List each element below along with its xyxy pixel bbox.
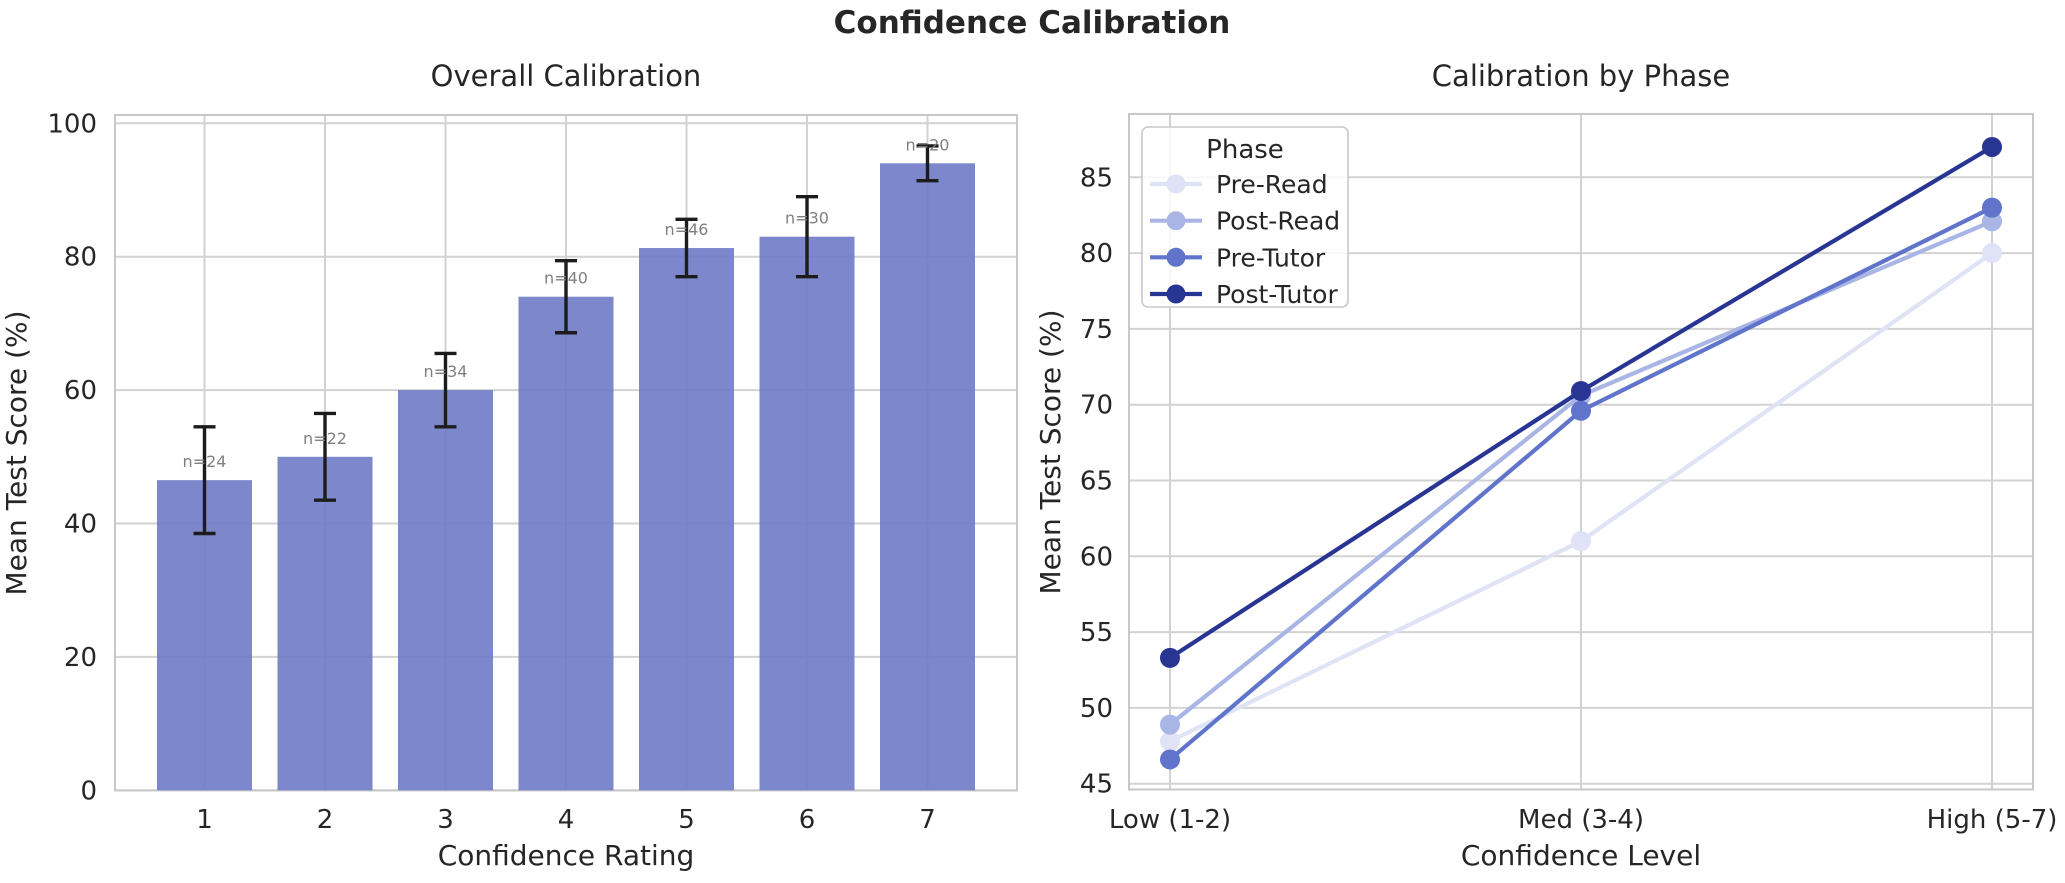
plot-border — [1128, 113, 2034, 791]
data-point-pre-read — [1160, 731, 1180, 752]
y-tick-label: 0 — [80, 776, 97, 806]
y-tick-label: 20 — [64, 643, 97, 673]
legend-title: Phase — [1206, 135, 1284, 165]
right-x-axis-label: Confidence Level — [1461, 839, 1701, 872]
sample-size-label: n=30 — [785, 209, 829, 228]
data-point-pre-tutor — [1982, 197, 2002, 218]
y-tick-label: 60 — [1080, 542, 1113, 572]
bar-confidence-5 — [639, 248, 734, 791]
left-x-axis-label: Confidence Rating — [438, 839, 695, 872]
y-tick-label: 40 — [64, 510, 97, 540]
y-tick-label: 65 — [1080, 467, 1113, 497]
x-tick-label: 3 — [437, 805, 454, 835]
bar-confidence-3 — [398, 390, 493, 791]
right-chart-title: Calibration by Phase — [1432, 59, 1730, 93]
legend-entry-label: Pre-Tutor — [1216, 243, 1326, 272]
right-y-axis-label: Mean Test Score (%) — [1034, 309, 1067, 594]
data-point-post-tutor — [1571, 381, 1591, 402]
x-tick-label: Low (1-2) — [1109, 805, 1231, 835]
y-tick-label: 70 — [1080, 391, 1113, 421]
x-tick-label: Med (3-4) — [1518, 805, 1644, 835]
bar-confidence-4 — [518, 296, 614, 791]
sample-size-label: n=34 — [424, 362, 468, 381]
data-point-pre-tutor — [1571, 400, 1591, 421]
legend-entry-label: Post-Read — [1216, 207, 1340, 236]
x-tick-label: High (5-7) — [1927, 805, 2058, 835]
left-chart-title: Overall Calibration — [431, 59, 702, 93]
left-y-axis-label: Mean Test Score (%) — [0, 310, 33, 595]
legend-box — [1141, 126, 1349, 308]
x-tick-label: 6 — [799, 805, 816, 835]
y-tick-label: 60 — [64, 376, 97, 406]
sample-size-label: n=46 — [665, 220, 709, 239]
sample-size-label: n=40 — [544, 269, 588, 288]
overall-calibration-chart: n=24 n=22 n=34 n=40 n=46 n=30 n=20 0 20 40 60 80 100… — [47, 109, 1018, 835]
legend-swatch-marker — [1166, 284, 1186, 304]
bar-confidence-6 — [759, 236, 855, 791]
data-point-post-tutor — [1160, 647, 1180, 668]
data-point-pre-read — [1571, 531, 1591, 552]
y-tick-label: 80 — [1080, 239, 1113, 269]
sample-size-label: n=24 — [183, 452, 227, 471]
phase-legend: Phase Pre-Read Post-Read Pre-Tutor Post-Tuto… — [1141, 126, 1349, 309]
legend-entry-label: Post-Tutor — [1216, 280, 1338, 309]
y-tick-label: 100 — [47, 109, 97, 139]
x-tick-label: 1 — [196, 805, 213, 835]
legend-swatch-marker — [1166, 247, 1186, 267]
legend-entry-label: Pre-Read — [1216, 170, 1328, 199]
sample-size-label: n=22 — [303, 429, 347, 448]
bar-confidence-7 — [880, 163, 975, 791]
x-tick-label: 5 — [678, 805, 695, 835]
data-point-pre-tutor — [1160, 749, 1180, 770]
y-tick-label: 45 — [1080, 770, 1113, 800]
x-tick-label: 4 — [558, 805, 575, 835]
y-tick-label: 85 — [1080, 163, 1113, 193]
data-point-post-tutor — [1982, 136, 2002, 157]
y-tick-label: 55 — [1080, 618, 1113, 648]
legend-swatch-marker — [1166, 174, 1186, 194]
figure-title: Confidence Calibration — [834, 5, 1231, 41]
x-tick-label: 7 — [919, 805, 936, 835]
calibration-by-phase-chart: 45 50 55 60 65 70 75 80 85 Low (1-2) Med (3-4) High… — [1080, 113, 2058, 835]
plot-border — [114, 114, 1018, 792]
legend-swatch-marker — [1166, 211, 1186, 231]
bar-confidence-2 — [277, 456, 373, 791]
y-tick-label: 50 — [1080, 694, 1113, 724]
data-point-pre-read — [1982, 243, 2002, 264]
y-tick-label: 80 — [64, 243, 97, 273]
x-tick-label: 2 — [317, 805, 334, 835]
sample-size-label: n=20 — [906, 135, 950, 154]
data-point-post-read — [1160, 714, 1180, 735]
y-tick-label: 75 — [1080, 315, 1113, 345]
